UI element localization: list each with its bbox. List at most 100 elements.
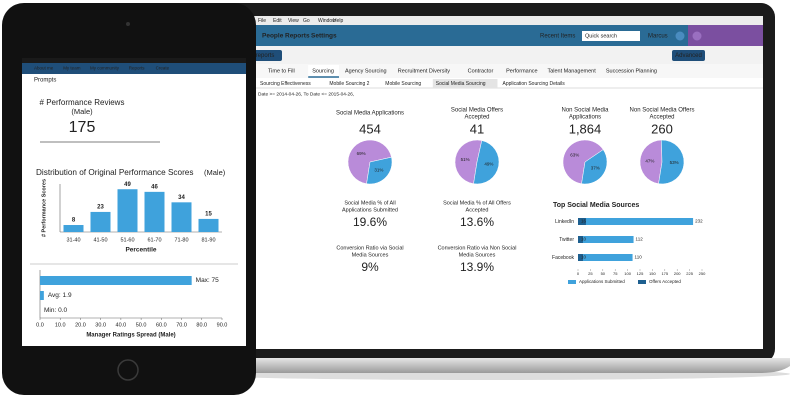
ratio-title: Media Sources [459, 252, 496, 258]
data-label: 49 [124, 182, 131, 188]
x-axis-label: Percentile [125, 247, 156, 254]
kpi-value: 1,864 [569, 121, 602, 136]
x-tick-label: 225 [686, 271, 693, 276]
data-label: 110 [635, 255, 643, 260]
tab[interactable]: Succession Planning [606, 68, 657, 74]
pie-slice [562, 139, 604, 185]
tab[interactable]: Talent Management [547, 68, 596, 74]
x-tick-label: 10.0 [55, 322, 66, 328]
x-tick-label: 41-50 [93, 237, 107, 243]
y-tick-label: Twitter [559, 237, 574, 243]
pie-label: 63% [570, 153, 579, 158]
x-tick-label: 81-90 [201, 237, 215, 243]
tab[interactable]: Recruitment Diversity [398, 68, 451, 74]
x-tick-label: 150 [649, 271, 656, 276]
x-tick-label: 71-80 [174, 237, 188, 243]
subtab-active [432, 79, 498, 88]
x-tick-label: 31-40 [66, 237, 80, 243]
bar [578, 236, 583, 243]
chart-title: Distribution of Original Performance Sco… [36, 168, 193, 177]
legend-label: Applications Submitted [579, 279, 625, 284]
ratio-value: 19.6% [353, 215, 387, 229]
nav-link[interactable]: My community [90, 66, 120, 71]
subtab[interactable]: Mobile Sourcing [385, 81, 421, 87]
data-label: 34 [178, 195, 185, 201]
tab-bar [215, 64, 763, 78]
pie-slice [347, 139, 392, 185]
icon [675, 31, 685, 41]
ratio-title: Applications Submitted [342, 207, 398, 213]
nav-link[interactable]: Reports [129, 66, 146, 71]
tab[interactable]: Contractor [468, 68, 494, 74]
tab[interactable]: Performance [506, 68, 537, 74]
data-label: 10 [581, 255, 587, 260]
camera [126, 22, 130, 26]
pie-label: 51% [461, 157, 470, 162]
ratio-title: Conversion Ratio via Social [336, 245, 403, 251]
subtab[interactable]: Sourcing Effectiveness [260, 81, 311, 87]
bar [198, 218, 219, 232]
x-tick-label: 90.0 [217, 322, 228, 328]
menu-bar [215, 16, 763, 25]
nav-link[interactable]: People [262, 33, 284, 40]
x-tick-label: 100 [624, 271, 631, 276]
user-name: Marcus [648, 34, 668, 40]
bar [40, 291, 44, 300]
y-tick-label: Facebook [552, 255, 574, 261]
tab[interactable]: Time to Fill [268, 68, 295, 74]
x-tick-label: 175 [661, 271, 668, 276]
ratio-title: Social Media % of All [344, 200, 395, 206]
ratio-title: Social Media % of All Offers [443, 200, 511, 206]
menu-item: View [288, 18, 299, 24]
pie-slice [581, 149, 608, 185]
nav-link[interactable]: My team [63, 66, 81, 71]
tab[interactable]: Agency Sourcing [345, 68, 387, 74]
x-tick-label: 25 [588, 271, 593, 276]
bar [578, 218, 586, 225]
bar [578, 254, 633, 261]
bar [40, 276, 192, 285]
x-tick-label: 61-70 [147, 237, 161, 243]
nav-link[interactable]: Create [156, 66, 170, 71]
kpi-value: 41 [470, 121, 484, 136]
menu-item: Help [333, 18, 344, 24]
bar [578, 236, 634, 243]
search-placeholder: Quick search [585, 33, 617, 39]
data-label: Min: 0.0 [44, 307, 68, 314]
bar [578, 218, 694, 225]
button[interactable] [672, 50, 705, 61]
tablet: About me My team My community Reports Create… [2, 3, 256, 395]
subtab[interactable]: Mobile Sourcing 2 [329, 81, 369, 87]
pie-label: 49% [484, 161, 493, 166]
kpi-subtitle: (Male) [71, 107, 93, 116]
tab[interactable]: Sourcing [312, 68, 334, 74]
subtab[interactable]: Social Media Sourcing [436, 81, 486, 87]
data-label: 15 [205, 211, 212, 217]
x-tick-label: 50.0 [136, 322, 147, 328]
filter: Date >= 2014-04-26, To Date <= 2015-04-2… [258, 91, 354, 97]
legend-swatch [638, 280, 646, 284]
menu-item: File [258, 18, 266, 24]
kpi-value: 454 [359, 121, 381, 136]
search-box[interactable] [582, 31, 640, 41]
x-tick-label: 80.0 [196, 322, 207, 328]
kpi-title: Non Social Media Offers [630, 108, 695, 114]
status-bar [22, 58, 246, 63]
nav-link[interactable]: Settings [311, 33, 337, 40]
button-label: Advanced [675, 53, 702, 59]
tablet-nav [22, 63, 246, 74]
menu-item: Window [318, 18, 336, 24]
chart-subtitle: (Male) [204, 168, 226, 177]
menu-item: Edit [273, 18, 282, 24]
subtab[interactable]: Application Sourcing Details [503, 81, 566, 87]
ratio-value: 13.9% [460, 260, 494, 274]
nav-link[interactable]: Reports [285, 33, 310, 40]
kpi-title: Social Media Offers [451, 108, 503, 114]
kpi-title: Applications [569, 115, 601, 121]
kpi-title: # Performance Reviews [40, 98, 125, 107]
pie-slice [639, 139, 663, 185]
nav-link[interactable]: About me [34, 66, 54, 71]
ratio-title: Conversion Ratio via Non Social [438, 245, 517, 251]
